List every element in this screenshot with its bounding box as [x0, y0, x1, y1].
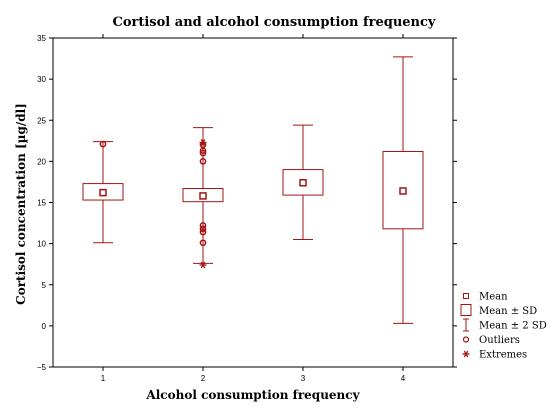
extreme-point [199, 139, 207, 146]
outlier-point [199, 239, 207, 247]
y-tick-label: 20 [37, 157, 46, 166]
legend-mean-icon [463, 293, 469, 299]
sd-box [282, 169, 324, 196]
sd-box [182, 188, 224, 203]
legend-sd-box-icon [460, 304, 472, 316]
box-plot-marks [82, 56, 424, 324]
y-tick-label: 25 [37, 116, 46, 125]
legend-outlier-icon [462, 336, 470, 343]
y-axis-ticks: −5 0 5 10 15 20 25 30 35 [37, 34, 457, 372]
legend-label: Extremes [479, 350, 527, 361]
x-tick-label: 3 [301, 374, 306, 383]
outlier-point [199, 158, 207, 165]
y-tick-label: 30 [37, 75, 46, 84]
y-tick-label: 35 [37, 34, 46, 43]
x-axis-ticks: 1 2 3 4 [101, 34, 406, 383]
legend-label: Outliers [479, 335, 520, 346]
box-group-2 [182, 127, 224, 269]
legend-item-circle: Outliers [462, 335, 520, 346]
outlier-point [199, 222, 207, 229]
outlier-point [199, 147, 207, 155]
y-tick-label: 0 [42, 322, 47, 331]
outlier-point [199, 228, 207, 236]
legend-extreme-icon [462, 350, 470, 358]
box-group-1 [82, 140, 124, 244]
legend-item-small-square: Mean [463, 292, 508, 303]
mean-marker [199, 192, 207, 200]
x-tick-label: 2 [201, 374, 206, 383]
x-tick-label: 4 [401, 374, 406, 383]
y-tick-label: −5 [37, 363, 47, 372]
box-group-3 [282, 124, 324, 241]
y-tick-label: 5 [42, 281, 47, 290]
legend-label: Mean ± 2 SD [479, 321, 547, 332]
legend-item-whisker: Mean ± 2 SD [463, 318, 547, 332]
x-axis-label: Alcohol consumption frequency [145, 388, 360, 402]
legend: Mean Mean ± SD Mean ± 2 SD Outliers Extremes [460, 292, 547, 361]
chart-title: Cortisol and alcohol consumption frequen… [113, 15, 436, 30]
legend-item-asterisk: Extremes [462, 350, 527, 361]
x-tick-label: 1 [101, 374, 106, 383]
sd-box [382, 151, 424, 230]
outlier-point [199, 225, 207, 233]
box-group-4 [382, 56, 424, 324]
mean-marker [299, 179, 307, 187]
mean-marker [99, 188, 107, 197]
mean-marker [399, 187, 407, 195]
y-tick-label: 15 [37, 199, 46, 208]
extreme-point [199, 261, 207, 269]
y-tick-label: 10 [37, 240, 46, 249]
y-axis-label: Cortisol concentration [µg/dl] [14, 103, 28, 305]
legend-item-box: Mean ± SD [460, 304, 537, 317]
outlier-point [199, 149, 207, 157]
legend-label: Mean [479, 292, 508, 303]
outlier-point [99, 140, 107, 148]
sd-box [82, 183, 124, 201]
legend-label: Mean ± SD [479, 306, 537, 317]
